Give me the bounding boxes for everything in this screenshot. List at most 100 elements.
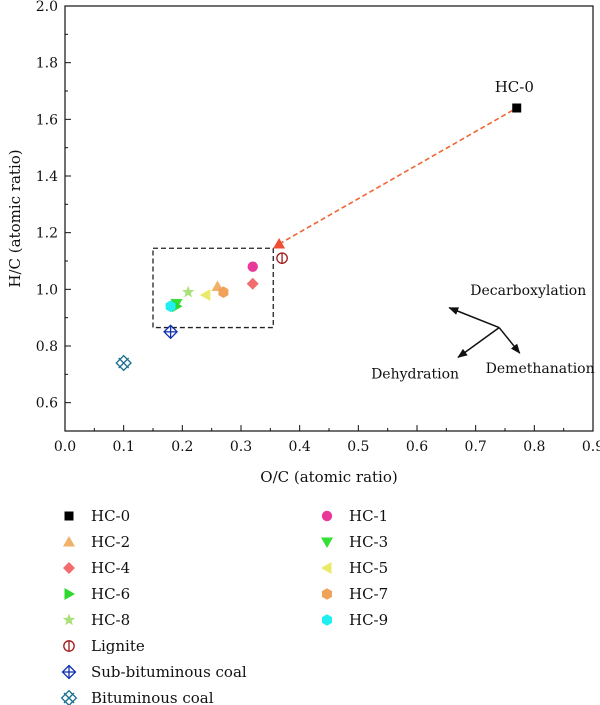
legend-label: HC-2 [91, 533, 130, 551]
arrow-label-dehydration: Dehydration [371, 366, 459, 382]
legend-label: Lignite [91, 637, 145, 655]
x-tick-label: 0.9 [582, 439, 600, 455]
legend-item-hc-3: HC-3 [321, 533, 388, 551]
marker-shape [118, 357, 130, 369]
legend-label: HC-0 [91, 507, 130, 525]
marker-shape [182, 285, 195, 298]
x-tick-label: 0.3 [230, 439, 252, 455]
legend-item-hc-1: HC-1 [321, 507, 388, 525]
y-axis-label: H/C (atomic ratio) [6, 149, 24, 287]
y-tick-label: 0.6 [36, 396, 58, 412]
x-tick-label: 0.8 [523, 439, 545, 455]
trend-line [278, 107, 518, 245]
legend-label: Bituminous coal [91, 689, 214, 705]
legend-item-hc-0: HC-0 [64, 507, 130, 525]
legend: HC-0 HC-2 HC-4 HC-6 HC-8 Lignite Sub-bituminou… [60, 507, 388, 705]
legend-item-hc-4: HC-4 [63, 559, 130, 577]
legend-item-hc-2: HC-2 [63, 533, 130, 551]
legend-item-hc-5: HC-5 [321, 559, 388, 577]
marker-shape [199, 289, 211, 301]
marker-shape [322, 614, 332, 626]
legend-label: HC-7 [349, 585, 388, 603]
legend-item-hc-6: HC-6 [64, 585, 130, 603]
x-tick-label: 0.4 [289, 439, 311, 455]
legend-label: HC-5 [349, 559, 388, 577]
marker-shape [64, 588, 75, 600]
marker-shape [321, 562, 332, 574]
y-tick-label: 1.2 [36, 226, 58, 242]
marker-shape [218, 286, 229, 298]
marker-shape [62, 613, 76, 626]
legend-marker [61, 664, 77, 680]
legend-marker [60, 689, 78, 705]
x-tick-label: 0.1 [113, 439, 135, 455]
data-point-hc-5 [199, 289, 211, 301]
data-point-extra [273, 238, 286, 249]
axes: 0.0 0.1 0.2 0.3 0.4 0.5 0.6 0.7 0.8 0.9 0.6 0.8 1.0 1… [6, 0, 600, 486]
arrow-label-decarboxylation: Decarboxylation [470, 283, 586, 299]
legend-label: HC-4 [91, 559, 130, 577]
legend-label: HC-8 [91, 611, 130, 629]
legend-marker [321, 562, 332, 574]
y-tick-label: 1.8 [36, 56, 58, 72]
legend-label: Sub-bituminous coal [91, 663, 247, 681]
data-point-sub-bituminous-coal [163, 324, 179, 340]
marker-shape [63, 692, 75, 704]
data-point-hc-8 [182, 285, 195, 298]
legend-item-hc-8: HC-8 [62, 611, 130, 629]
legend-item-sub-bituminous-coal: Sub-bituminous coal [61, 663, 247, 681]
legend-marker [64, 511, 74, 521]
legend-label: HC-6 [91, 585, 130, 603]
region-box [152, 247, 274, 329]
legend-marker [63, 536, 75, 547]
legend-marker [321, 510, 333, 522]
marker-shape [246, 277, 259, 290]
legend-item-hc-9: HC-9 [322, 611, 388, 629]
y-tick-label: 2.0 [36, 0, 58, 15]
x-tick-label: 0.0 [54, 439, 76, 455]
x-tick-label: 0.2 [171, 439, 193, 455]
data-point-hc-7 [218, 286, 229, 298]
marker-shape [63, 536, 75, 547]
y-tick-label: 1.4 [36, 169, 58, 185]
legend-label: HC-1 [349, 507, 388, 525]
legend-marker [321, 537, 333, 548]
legend-marker [322, 614, 332, 626]
plot-area [115, 103, 522, 372]
legend-label: HC-3 [349, 533, 388, 551]
marker-shape [63, 562, 75, 574]
y-tick-label: 0.8 [36, 339, 58, 355]
marker-shape [247, 261, 258, 272]
marker-shape [512, 103, 522, 113]
legend-marker [62, 613, 76, 626]
arrow-label-demethanation: Demethanation [486, 361, 595, 377]
y-tick-label: 1.6 [36, 112, 58, 128]
arrow-dehydration [457, 326, 500, 358]
legend-item-bituminous-coal: Bituminous coal [60, 689, 214, 705]
data-point-hc-1 [247, 261, 258, 272]
marker-shape [165, 300, 176, 313]
legend-marker [64, 588, 75, 600]
data-point-hc-0 [512, 103, 522, 113]
data-point-bituminous-coal [115, 354, 132, 372]
arrow-demethanation [498, 327, 521, 354]
x-axis-label: O/C (atomic ratio) [260, 468, 397, 486]
arrow-decarboxylation [448, 307, 500, 329]
hc0-point-label: HC-0 [495, 78, 534, 96]
data-point-hc-4 [246, 277, 259, 290]
legend-label: HC-9 [349, 611, 388, 629]
y-tick-label: 1.0 [36, 282, 58, 298]
legend-item-hc-7: HC-7 [322, 585, 388, 603]
x-tick-label: 0.7 [465, 439, 487, 455]
annotations: HC-0 Decarboxylation Dehydration Demethanat… [371, 78, 595, 382]
data-point-lignite [276, 252, 288, 265]
marker-shape [273, 238, 286, 249]
legend-marker [322, 588, 332, 600]
marker-shape [321, 510, 333, 522]
legend-marker [63, 562, 75, 574]
marker-shape [321, 537, 333, 548]
data-point-hc-9 [165, 300, 176, 313]
legend-item-lignite: Lignite [63, 637, 145, 655]
marker-shape [322, 588, 332, 600]
